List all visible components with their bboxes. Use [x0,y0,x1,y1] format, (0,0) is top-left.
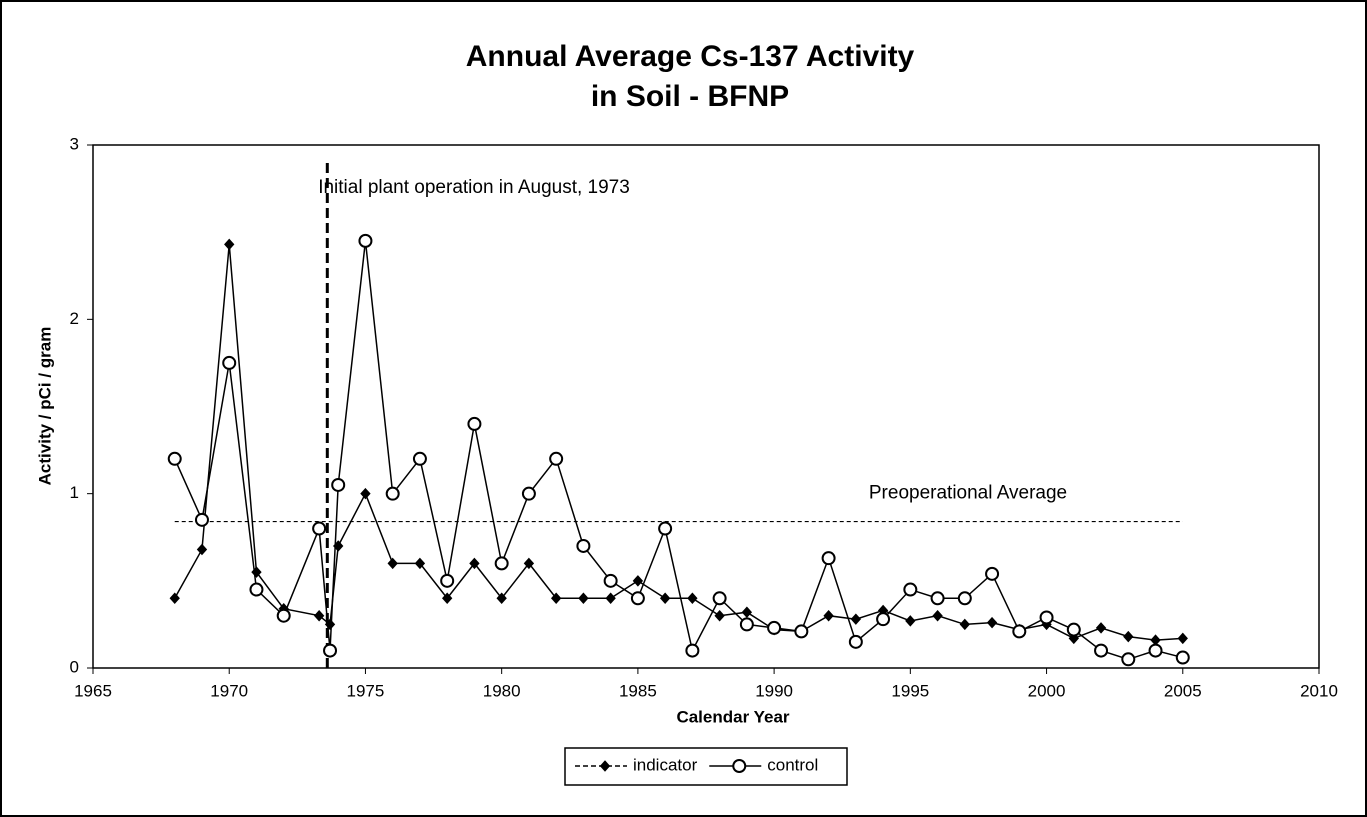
data-point [932,609,943,622]
x-tick-label: 1965 [74,681,112,700]
data-point [659,592,671,605]
data-point [741,606,753,618]
x-tick-label: 1995 [891,681,929,700]
data-point [412,451,427,466]
data-point [467,416,482,431]
data-point [739,617,754,632]
data-point [360,487,371,500]
data-point [169,592,180,605]
data-point [523,557,535,570]
data-point [605,592,616,605]
x-tick-label: 2000 [1028,681,1066,700]
x-axis-label: Calendar Year [676,707,789,726]
x-tick-label: 1980 [483,681,521,700]
data-point [685,643,700,658]
plot-frame [92,144,1320,669]
data-point [687,592,698,605]
data-point [821,551,836,566]
x-tick-label: 1990 [755,681,793,700]
data-point [414,557,426,570]
data-point [848,634,863,649]
legend-marker [732,759,747,773]
data-point [1068,632,1079,645]
x-tick-label: 1985 [619,681,657,700]
data-point [632,575,644,587]
data-point [1175,650,1190,665]
data-point [905,615,916,627]
data-point [578,592,589,605]
x-tick-label: 1970 [210,681,248,700]
data-point [823,609,834,622]
data-point [550,592,562,605]
data-point [876,612,891,627]
data-point [313,609,325,622]
y-tick-label: 1 [70,483,79,502]
data-point [167,451,182,466]
data-point [324,618,336,631]
data-point [1121,652,1136,667]
data-point [576,538,591,553]
data-point [658,521,673,536]
data-point [903,582,918,597]
data-point [249,582,264,597]
data-point [251,566,262,578]
data-point [1066,622,1081,637]
legend-label: indicator [633,755,698,774]
data-point [1095,622,1107,634]
data-point [1012,624,1027,639]
x-tick-label: 2010 [1300,681,1338,700]
data-point [985,566,1000,581]
data-point [603,573,618,588]
data-point [222,355,237,370]
data-point [358,233,373,248]
data-point [767,620,782,635]
data-point [194,512,209,527]
data-point [312,521,327,536]
data-point [930,591,945,606]
data-point [496,592,507,605]
data-point [1123,630,1134,643]
data-point [276,608,291,623]
data-point [494,556,509,571]
legend-marker [599,760,611,772]
data-point [1148,643,1163,658]
data-point [986,616,998,629]
chart-subtitle: in Soil - BFNP [591,80,789,113]
data-point [630,591,645,606]
data-point [1039,610,1054,625]
data-point [959,618,970,631]
y-tick-label: 2 [70,309,79,328]
data-point [440,573,455,588]
data-point [794,624,809,639]
data-point [549,451,564,466]
data-point [196,543,208,556]
legend-label: control [767,755,818,774]
data-point [469,557,480,570]
chart-title: Annual Average Cs-137 Activity [466,40,915,73]
y-tick-label: 0 [70,657,79,676]
data-point [331,477,346,492]
y-tick-label: 3 [70,134,79,153]
data-point [1177,632,1188,645]
data-point [385,486,400,501]
data-point [521,486,536,501]
data-point [712,591,727,606]
data-point [323,643,338,658]
x-tick-label: 2005 [1164,681,1202,700]
y-axis-label: Activity / pCi / gram [35,327,54,486]
data-point [333,540,344,552]
data-point [957,591,972,606]
data-point [387,557,398,570]
data-point [1094,643,1109,658]
data-point [714,609,725,622]
x-tick-label: 1975 [347,681,385,700]
event-label: Initial plant operation in August, 1973 [318,177,630,198]
data-point [442,592,453,605]
data-point [224,238,235,251]
reference-label: Preoperational Average [869,483,1067,504]
data-point [850,613,862,625]
